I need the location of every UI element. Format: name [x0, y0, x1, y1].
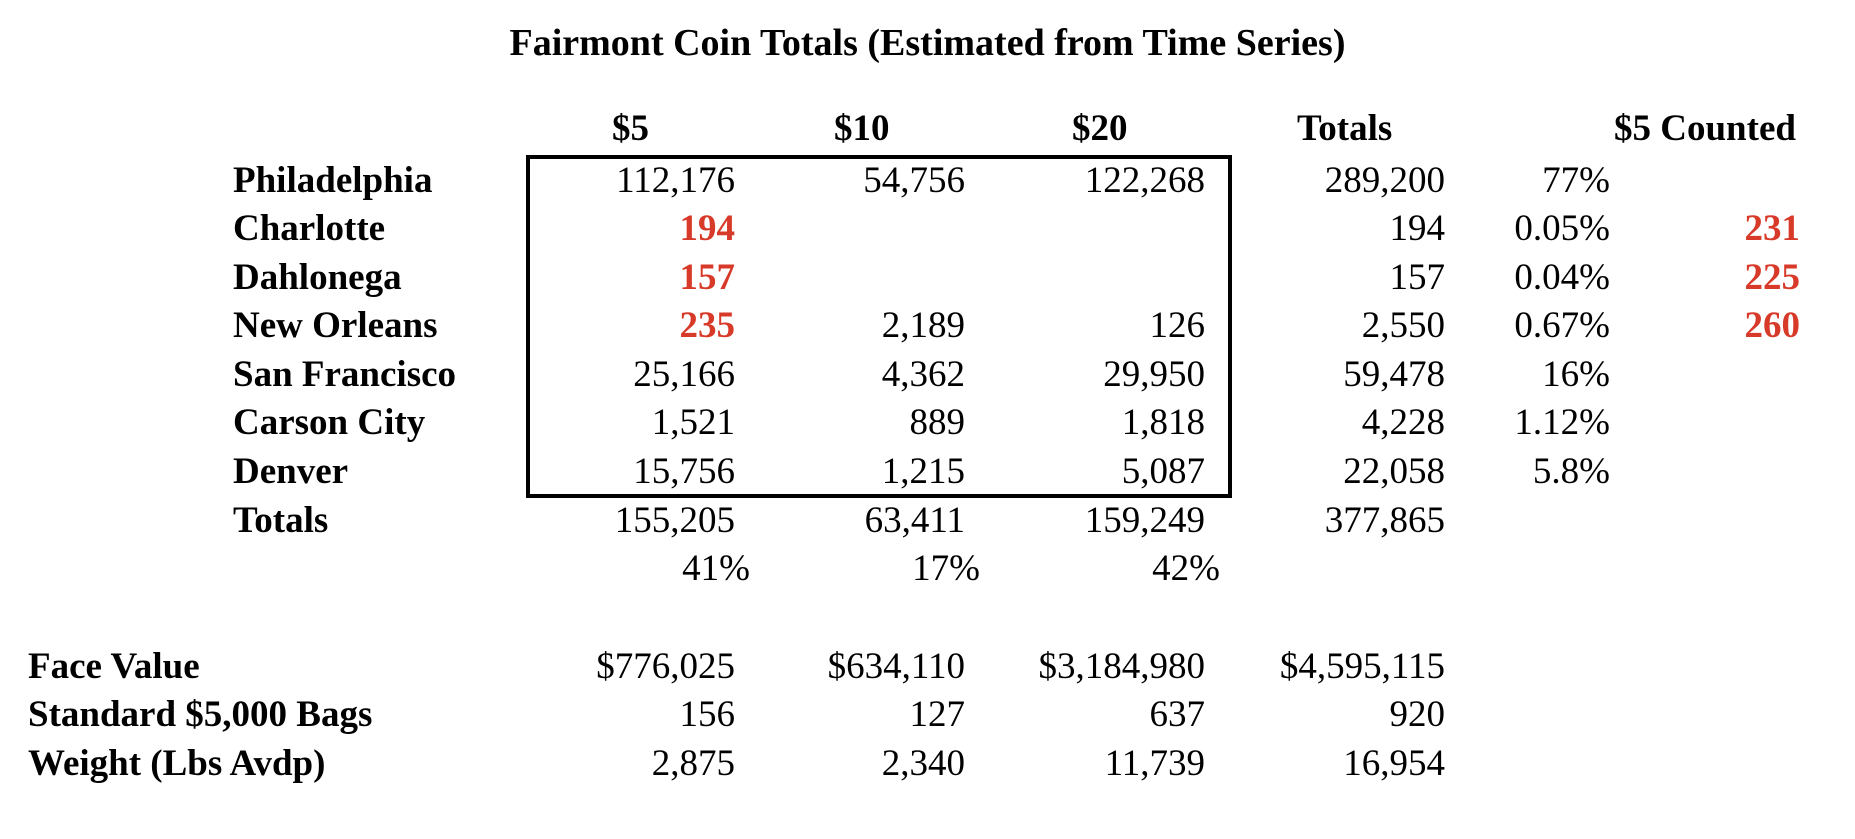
share-5: 41%	[682, 548, 750, 589]
value-20: 29,950	[1103, 354, 1205, 395]
grand-total: 377,865	[1324, 500, 1445, 541]
totals-label: Totals	[233, 500, 329, 541]
counted-5: 225	[1744, 257, 1801, 298]
value-5: 15,756	[633, 451, 735, 492]
summary-total: 920	[1389, 694, 1446, 735]
summary-10: 2,340	[881, 743, 965, 784]
counted-5: 231	[1744, 208, 1801, 249]
value-5: 25,166	[633, 354, 735, 395]
mint-name: New Orleans	[233, 305, 438, 346]
value-10: 1,215	[881, 451, 965, 492]
row-percent: 0.04%	[1514, 257, 1610, 298]
header-totals: Totals	[1297, 108, 1393, 149]
summary-total: $4,595,115	[1279, 646, 1445, 687]
summary-20: 637	[1149, 694, 1206, 735]
row-percent: 0.67%	[1514, 305, 1610, 346]
value-5: 112,176	[616, 160, 735, 201]
value-10: 54,756	[863, 160, 965, 201]
value-20: 5,087	[1121, 451, 1205, 492]
mint-name: Dahlonega	[233, 257, 402, 298]
row-total: 22,058	[1343, 451, 1445, 492]
row-total: 289,200	[1324, 160, 1445, 201]
summary-5: 2,875	[651, 743, 735, 784]
counted-5: 260	[1744, 305, 1801, 346]
row-percent: 0.05%	[1514, 208, 1610, 249]
mint-values-box	[526, 155, 1232, 498]
share-20: 42%	[1152, 548, 1220, 589]
value-10: 4,362	[881, 354, 965, 395]
summary-label: Weight (Lbs Avdp)	[28, 743, 326, 784]
mint-name: Philadelphia	[233, 160, 433, 201]
value-5: 157	[679, 257, 736, 298]
summary-20: 11,739	[1104, 743, 1205, 784]
row-total: 2,550	[1361, 305, 1445, 346]
row-percent: 5.8%	[1532, 451, 1610, 492]
mint-name: Charlotte	[233, 208, 386, 249]
row-total: 59,478	[1343, 354, 1445, 395]
value-10: 2,189	[881, 305, 965, 346]
summary-label: Face Value	[28, 646, 200, 687]
summary-10: $634,110	[827, 646, 965, 687]
value-5: 194	[679, 208, 736, 249]
summary-label: Standard $5,000 Bags	[28, 694, 373, 735]
value-5: 1,521	[651, 402, 735, 443]
row-percent: 1.12%	[1514, 402, 1610, 443]
value-5: 235	[679, 305, 736, 346]
value-20: 1,818	[1121, 402, 1205, 443]
value-20: 122,268	[1084, 160, 1205, 201]
share-10: 17%	[912, 548, 980, 589]
summary-total: 16,954	[1343, 743, 1445, 784]
mint-name: San Francisco	[233, 354, 457, 395]
summary-5: 156	[679, 694, 736, 735]
summary-5: $776,025	[596, 646, 735, 687]
total-10: 63,411	[864, 500, 965, 541]
row-total: 4,228	[1361, 402, 1445, 443]
value-10: 889	[909, 402, 966, 443]
summary-10: 127	[909, 694, 966, 735]
summary-20: $3,184,980	[1038, 646, 1206, 687]
header-5-dollar: $5	[612, 108, 649, 149]
page-title: Fairmont Coin Totals (Estimated from Tim…	[509, 22, 1346, 64]
header-10-dollar: $10	[834, 108, 890, 149]
row-total: 194	[1389, 208, 1446, 249]
header-20-dollar: $20	[1072, 108, 1128, 149]
mint-name: Denver	[233, 451, 349, 492]
mint-name: Carson City	[233, 402, 426, 443]
row-percent: 77%	[1542, 160, 1610, 201]
total-5: 155,205	[614, 500, 735, 541]
row-total: 157	[1389, 257, 1446, 298]
total-20: 159,249	[1084, 500, 1205, 541]
value-20: 126	[1149, 305, 1206, 346]
row-percent: 16%	[1542, 354, 1610, 395]
header-5-counted: $5 Counted	[1614, 108, 1796, 149]
